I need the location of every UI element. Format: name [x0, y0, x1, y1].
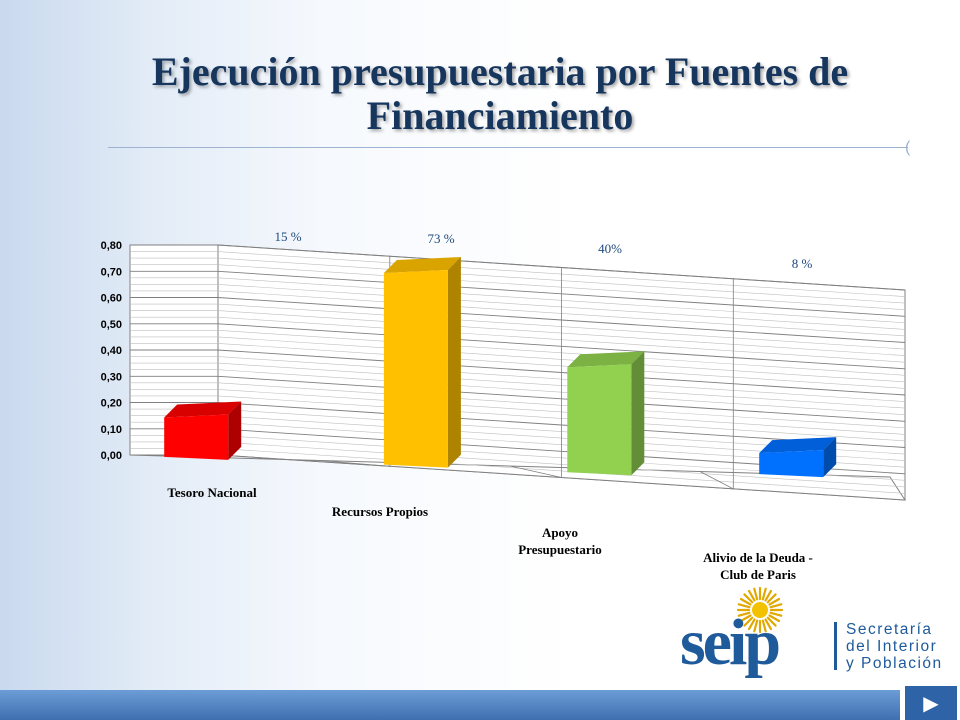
gridline [130, 244, 906, 291]
bar-side [228, 401, 242, 460]
gridline [130, 303, 906, 350]
bar-side [447, 257, 461, 468]
title-bracket-ornament: ( [905, 139, 911, 156]
footer-bar [0, 690, 900, 720]
slide-title-line1: Ejecución presupuestaria por Fuentes de [151, 49, 849, 94]
y-tick-label: 0,50 [101, 319, 122, 331]
slide-title-line2: Financiamiento [366, 93, 634, 138]
category-divider [509, 267, 562, 478]
logo-wordmark: seip [680, 606, 781, 679]
logo-text-line3: y Población [846, 655, 943, 672]
bar-top [759, 437, 837, 454]
bar-side [823, 437, 837, 478]
category-divider [699, 278, 734, 490]
y-tick-label: 0,70 [101, 266, 122, 278]
bar-top [567, 351, 645, 368]
logo-text-line2: del Interior [846, 638, 938, 655]
gridline [130, 395, 906, 442]
bar-front [567, 364, 632, 476]
title-underline [108, 147, 908, 148]
data-label: 73 % [427, 231, 454, 246]
y-tick-label: 0,30 [101, 371, 122, 383]
gridline [130, 310, 906, 356]
category-label: Tesoro Nacional [167, 485, 257, 500]
gridline [130, 264, 906, 310]
gridline [130, 257, 906, 304]
bar-front [164, 414, 229, 460]
gridline [130, 362, 906, 409]
gridline [130, 402, 906, 448]
y-tick-label: 0,60 [101, 293, 122, 305]
logo-divider [834, 622, 837, 670]
y-tick-label: 0,40 [101, 345, 122, 357]
gridline [130, 349, 906, 396]
bar-side [631, 351, 645, 476]
bar-top [383, 257, 461, 273]
category-label: Apoyo Presupuestario [518, 525, 602, 557]
bar-front [383, 270, 448, 468]
gridline [130, 270, 906, 317]
y-tick-label: 0,80 [101, 240, 122, 252]
bar-top [164, 401, 242, 418]
logo-text-line1: Secretaría [846, 621, 933, 638]
gridline [130, 284, 906, 330]
bar-1 [164, 401, 242, 460]
gridline [130, 323, 906, 370]
gridline [130, 336, 906, 383]
gridline [130, 329, 906, 376]
sun-emblem-icon [736, 586, 784, 634]
data-label: 8 % [792, 256, 813, 271]
data-label: 40% [598, 241, 622, 256]
slide-navigation-icon[interactable]: ▶ [905, 686, 957, 720]
gridline [130, 375, 906, 422]
seip-logo: seip Secretaría del Interior y Población [672, 586, 960, 688]
y-tick-label: 0,00 [101, 450, 122, 462]
gridline [130, 369, 906, 415]
gridline [130, 297, 906, 343]
category-label: Recursos Propios [332, 504, 428, 519]
gridline [130, 316, 906, 363]
category-label: Alivio de la Deuda -Club de Paris [703, 550, 813, 582]
bar-3 [567, 351, 645, 476]
y-tick-label: 0,10 [101, 424, 122, 436]
bar-4 [759, 437, 837, 478]
gridline [130, 389, 906, 435]
bar-2 [383, 257, 461, 468]
gridline [130, 290, 906, 337]
gridline [130, 277, 906, 324]
gridline [130, 343, 906, 389]
y-tick-label: 0,20 [101, 398, 122, 410]
slide-title: Ejecución presupuestaria por Fuentes de … [70, 50, 930, 138]
bar-front [759, 450, 824, 478]
gridline [130, 251, 906, 297]
data-label: 15 % [274, 229, 301, 244]
gridline [130, 356, 906, 402]
gridline [130, 382, 906, 429]
